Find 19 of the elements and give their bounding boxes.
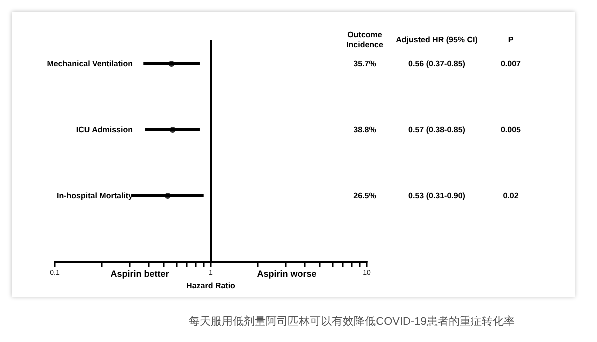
text: 0.56 (0.37-0.85) <box>408 60 466 68</box>
annotation: 38.8% <box>354 126 376 134</box>
text: Aspirin better <box>110 269 170 279</box>
y-tick-label: In-hospital Mortality <box>57 192 134 200</box>
annotation: Outcome Incidence <box>346 30 384 50</box>
annotation: 26.5% <box>354 192 376 200</box>
text: 每天服用低剂量阿司匹林可以有效降低COVID-19患者的重症转化率 <box>189 315 515 328</box>
text: 0.53 (0.31-0.90) <box>408 192 466 200</box>
text: 0.57 (0.38-0.85) <box>408 126 466 134</box>
text: 0.007 <box>500 60 522 68</box>
x-axis-title: Hazard Ratio <box>186 282 236 290</box>
text: Adjusted HR (95% CI) <box>396 36 478 44</box>
y-tick-label: Mechanical Ventilation <box>47 60 134 68</box>
text: 0.005 <box>500 126 522 134</box>
y-tick-label: ICU Admission <box>76 126 134 134</box>
text: Aspirin worse <box>257 269 317 279</box>
annotation: 35.7% <box>354 60 376 68</box>
text: 0.02 <box>503 192 520 200</box>
text: P <box>508 36 514 44</box>
